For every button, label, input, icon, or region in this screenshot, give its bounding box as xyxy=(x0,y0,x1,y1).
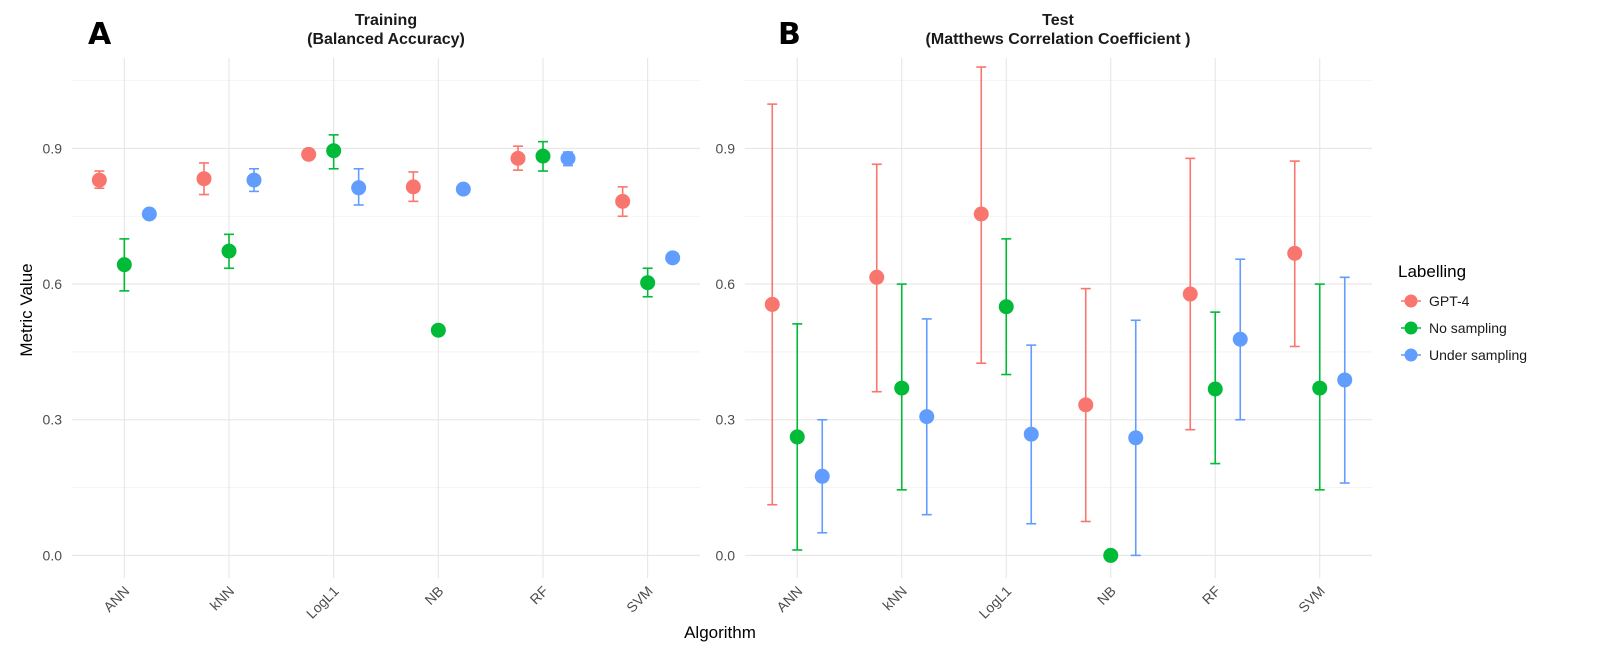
x-tick-label-logl1: LogL1 xyxy=(303,583,342,622)
data-point xyxy=(326,143,342,159)
panel-letter-a: A xyxy=(88,17,112,52)
panel-letter-b: B xyxy=(778,17,801,52)
data-point xyxy=(116,257,132,273)
y-tick-label: 0.3 xyxy=(716,412,736,428)
series-no-sampling xyxy=(116,134,656,338)
data-point xyxy=(789,429,805,445)
x-tick-label-knn: kNN xyxy=(879,583,910,614)
data-point xyxy=(1182,286,1198,302)
test-x-ticks: ANN kNN LogL1 NB RF SVM xyxy=(773,583,1328,622)
legend-label: Under sampling xyxy=(1429,347,1527,363)
data-point xyxy=(1232,331,1248,347)
test-y-ticks: 0.0 0.3 0.6 0.9 xyxy=(716,140,736,563)
series-gpt-4 xyxy=(764,66,1303,523)
data-point xyxy=(510,150,526,166)
x-tick-label-svm: SVM xyxy=(623,583,656,616)
data-point xyxy=(1312,380,1328,396)
training-grid xyxy=(72,58,700,578)
series-under-sampling xyxy=(141,150,681,266)
y-tick-label: 0.9 xyxy=(716,140,736,156)
data-point xyxy=(1103,547,1119,563)
data-point xyxy=(764,296,780,312)
series-gpt-4 xyxy=(91,145,631,218)
data-point xyxy=(455,181,471,197)
data-point xyxy=(535,148,551,164)
y-tick-label: 0.6 xyxy=(43,276,63,292)
legend-items: GPT-4 No sampling Under sampling xyxy=(1401,293,1527,363)
legend-label: GPT-4 xyxy=(1429,293,1470,309)
data-point xyxy=(351,180,367,196)
data-point xyxy=(998,299,1014,315)
x-tick-label-ann: ANN xyxy=(100,583,132,615)
x-tick-label-ann: ANN xyxy=(773,583,805,615)
x-tick-label-logl1: LogL1 xyxy=(976,583,1015,622)
legend-item-gpt-4: GPT-4 xyxy=(1401,293,1470,309)
y-tick-label: 0.9 xyxy=(43,140,63,156)
x-tick-label-rf: RF xyxy=(527,583,552,608)
data-point xyxy=(1207,381,1223,397)
data-point xyxy=(1078,397,1094,413)
data-point xyxy=(1023,426,1039,442)
test-grid xyxy=(745,58,1372,578)
y-tick-label: 0.6 xyxy=(716,276,736,292)
data-point xyxy=(91,172,107,188)
data-point xyxy=(560,150,576,166)
x-tick-label-nb: NB xyxy=(1094,583,1119,608)
data-point xyxy=(640,275,656,291)
data-point xyxy=(814,468,830,484)
y-tick-label: 0.0 xyxy=(43,547,63,563)
training-marks xyxy=(91,134,681,338)
series-no-sampling xyxy=(789,238,1328,563)
data-point xyxy=(430,322,446,338)
data-point xyxy=(221,243,237,259)
data-point xyxy=(665,250,681,266)
data-point xyxy=(1337,372,1353,388)
x-axis-title: Algorithm xyxy=(684,623,756,642)
test-title-line1: Test xyxy=(1042,12,1074,29)
data-point xyxy=(869,269,885,285)
legend-key-point xyxy=(1404,294,1418,308)
training-title-line2: (Balanced Accuracy) xyxy=(307,31,465,48)
legend-item-under-sampling: Under sampling xyxy=(1401,347,1527,363)
data-point xyxy=(405,179,421,195)
data-point xyxy=(301,146,317,162)
test-title-line2: (Matthews Correlation Coefficient ) xyxy=(926,31,1191,48)
training-title-line1: Training xyxy=(355,12,417,29)
training-y-ticks: 0.0 0.3 0.6 0.9 xyxy=(43,140,63,563)
x-tick-label-knn: kNN xyxy=(207,583,238,614)
data-point xyxy=(919,409,935,425)
legend: Labelling GPT-4 No sampling Under sampling xyxy=(1398,262,1527,363)
data-point xyxy=(894,380,910,396)
data-point xyxy=(246,172,262,188)
legend-title: Labelling xyxy=(1398,262,1466,281)
y-tick-label: 0.3 xyxy=(43,412,63,428)
x-tick-label-nb: NB xyxy=(421,583,446,608)
panel-test: B Test (Matthews Correlation Coefficient… xyxy=(716,12,1372,622)
panel-training: A Training (Balanced Accuracy) 0.0 0.3 0.6… xyxy=(43,12,700,622)
data-point xyxy=(141,206,157,222)
data-point xyxy=(973,206,989,222)
legend-label: No sampling xyxy=(1429,320,1507,336)
training-x-ticks: ANN kNN LogL1 NB RF SVM xyxy=(100,583,656,622)
x-tick-label-svm: SVM xyxy=(1295,583,1328,616)
data-point xyxy=(196,171,212,187)
legend-key-point xyxy=(1404,321,1418,335)
y-axis-title: Metric Value xyxy=(17,263,36,356)
data-point xyxy=(1287,245,1303,261)
data-point xyxy=(1128,430,1144,446)
series-under-sampling xyxy=(814,258,1353,557)
x-tick-label-rf: RF xyxy=(1199,583,1224,608)
legend-key-point xyxy=(1404,348,1418,362)
legend-item-no-sampling: No sampling xyxy=(1401,320,1507,336)
data-point xyxy=(615,193,631,209)
test-marks xyxy=(764,66,1353,563)
y-tick-label: 0.0 xyxy=(716,547,736,563)
